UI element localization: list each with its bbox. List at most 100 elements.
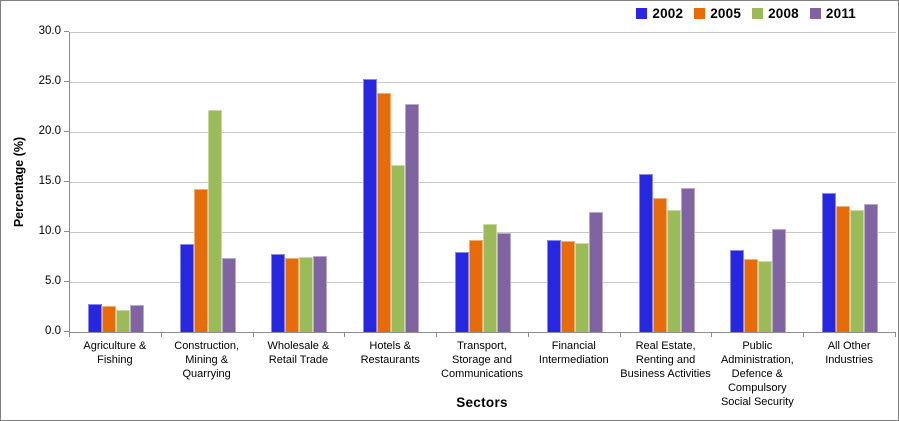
bar-2011	[221, 258, 236, 332]
x-axis-tick-mark	[528, 333, 529, 337]
x-category-label: All Other Industries	[787, 339, 898, 367]
x-category-label: Public Administration, Defence & Compulsory…	[695, 339, 819, 409]
x-category-label-line: Retail Trade	[268, 354, 329, 367]
bar-2002	[638, 174, 653, 332]
x-axis-tick-mark	[161, 333, 162, 337]
x-axis-tick-mark	[895, 333, 896, 337]
legend-label: 2005	[710, 6, 742, 21]
bar-2008	[850, 210, 865, 332]
x-category-label-line: Renting and	[635, 354, 696, 367]
bar-2002	[730, 250, 745, 332]
x-category-label-line: Administration,	[720, 354, 794, 367]
bar-2002	[455, 252, 469, 332]
y-tick-label: 30.0	[38, 25, 61, 37]
legend: 2002 2005 2008 2011	[636, 6, 856, 21]
x-axis-tick-mark	[436, 333, 437, 337]
legend-label: 2002	[652, 6, 684, 21]
x-category-label: Agriculture & Fishing	[53, 339, 177, 367]
x-category-label-line: Public	[742, 340, 773, 352]
x-axis-title: Sectors	[456, 395, 508, 410]
x-category-label: Hotels & Restaurants	[328, 339, 452, 367]
x-category-label-line: Hotels &	[369, 340, 411, 352]
bar-2005	[377, 93, 392, 332]
x-axis-tick-mark	[344, 333, 345, 337]
gridline	[70, 182, 896, 183]
legend-swatch	[694, 8, 706, 19]
y-axis-tick-mark	[64, 331, 69, 332]
y-axis-tick-mark	[64, 281, 69, 282]
y-tick-label: 5.0	[45, 275, 61, 287]
x-axis-tick-mark	[253, 333, 254, 337]
x-category-label-line: Financial	[551, 340, 596, 352]
bar-2002	[546, 240, 561, 332]
x-category-label-line: Transport,	[457, 340, 507, 352]
x-category-label-line: Business Activities	[620, 368, 711, 381]
x-category-label-line: Restaurants	[360, 354, 420, 367]
bar-2011	[313, 256, 328, 332]
bar-2011	[129, 305, 144, 332]
y-tick-label: 10.0	[38, 225, 61, 237]
bar-2011	[405, 104, 420, 332]
x-category-label: Wholesale & Retail Trade	[236, 339, 360, 367]
legend-label: 2011	[825, 6, 856, 21]
x-axis-tick-mark	[711, 333, 712, 337]
y-axis-tick-mark	[64, 81, 69, 82]
bar-2011	[497, 233, 511, 332]
y-tick-label: 25.0	[38, 75, 61, 87]
gridline	[70, 32, 896, 33]
bar-2008	[666, 210, 681, 332]
legend-item: 2005	[694, 6, 741, 21]
x-category-label-line: Real Estate,	[635, 340, 696, 352]
gridline	[70, 82, 896, 83]
x-category-label-line: Social Security	[720, 396, 794, 409]
bar-2002	[87, 304, 102, 332]
bar-2011	[772, 229, 787, 332]
x-category-label: Transport, Storage and Communications	[420, 339, 544, 381]
legend-swatch	[809, 8, 821, 19]
bar-2008	[483, 224, 497, 332]
legend-swatch	[636, 8, 648, 19]
legend-item: 2002	[636, 6, 683, 21]
bar-2005	[652, 198, 667, 332]
legend-item: 2008	[752, 6, 799, 21]
x-category-label-line: Communications	[441, 368, 523, 381]
legend-item: 2011	[809, 6, 856, 21]
x-category-label-line: Fishing	[97, 354, 133, 367]
bar-2008	[207, 110, 222, 332]
bar-2011	[864, 204, 879, 332]
bar-2002	[271, 254, 286, 332]
bar-2011	[588, 212, 603, 332]
x-category-label: Construction, Mining & Quarrying	[145, 339, 269, 381]
bar-2005	[560, 241, 575, 332]
bar-2005	[193, 189, 208, 332]
bar-2008	[758, 261, 773, 332]
x-category-label-line: Construction,	[174, 340, 240, 352]
x-axis-tick-mark	[803, 333, 804, 337]
bar-2002	[822, 193, 837, 332]
bar-2005	[744, 259, 759, 332]
bar-2008	[299, 257, 314, 332]
x-axis-tick-mark	[69, 333, 70, 337]
x-category-label: Real Estate, Renting and Business Activiti…	[604, 339, 728, 381]
y-axis-tick-mark	[64, 181, 69, 182]
x-category-label-line: Quarrying	[182, 368, 231, 381]
x-category-label-line: Mining &	[185, 354, 229, 367]
x-category-label-line: Compulsory	[727, 382, 787, 395]
x-category-label-line: Industries	[825, 354, 873, 367]
legend-label: 2008	[768, 6, 799, 21]
plot-area	[69, 32, 896, 333]
bar-2005	[469, 240, 483, 332]
x-category-label-line: Wholesale &	[267, 340, 330, 352]
x-category-label-line: Agriculture &	[83, 340, 147, 352]
y-tick-label: 15.0	[38, 175, 61, 187]
x-category-label-line: Storage and	[452, 354, 512, 367]
bar-2008	[391, 165, 406, 332]
bar-2005	[101, 306, 116, 332]
y-axis-tick-mark	[64, 31, 69, 32]
x-axis-tick-mark	[620, 333, 621, 337]
x-category-label: Financial Intermediation	[512, 339, 636, 367]
bar-2005	[285, 258, 300, 332]
y-tick-label: 20.0	[38, 125, 61, 137]
y-axis-tick-mark	[64, 231, 69, 232]
